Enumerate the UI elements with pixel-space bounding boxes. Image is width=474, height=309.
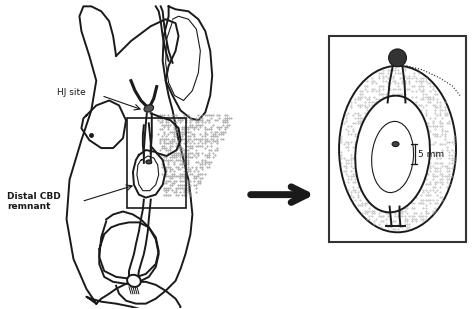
Text: 5 mm: 5 mm	[419, 150, 445, 159]
Circle shape	[389, 49, 407, 67]
Ellipse shape	[144, 105, 154, 112]
Ellipse shape	[146, 160, 152, 164]
Ellipse shape	[127, 275, 141, 287]
Bar	[329, 36, 466, 242]
Text: Distal CBD
remnant: Distal CBD remnant	[7, 192, 61, 211]
Text: HJ site: HJ site	[56, 88, 85, 97]
Bar	[127, 118, 186, 208]
Ellipse shape	[355, 96, 430, 212]
Ellipse shape	[392, 142, 399, 146]
